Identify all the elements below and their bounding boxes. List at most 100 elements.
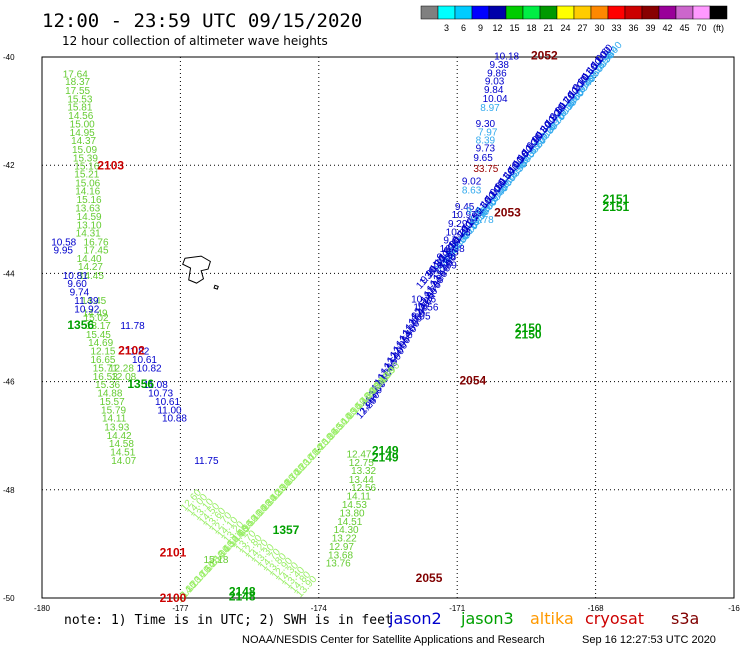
scale-swatch [420, 5, 439, 20]
wave-height-value: 10.82 [137, 363, 162, 374]
wave-height-value: 12.75 [349, 458, 374, 469]
wave-height-value: 14.30 [334, 525, 359, 536]
y-tick-label: -46 [3, 378, 15, 387]
wave-height-value: 14.27 [78, 262, 103, 273]
wave-height-value: 9.02 [462, 177, 482, 188]
scale-label: 42 [662, 23, 672, 33]
scale-swatch [624, 5, 643, 20]
scale-swatch [658, 5, 677, 20]
pitt-island-outline [213, 284, 219, 290]
wave-height-value: 14.53 [342, 500, 367, 511]
axis-ticks: -180 -177 -174 -171 -168 -16 -40 -42 -44 -46 -48 -5… [3, 53, 740, 613]
scale-swatch [641, 5, 660, 20]
wave-height-value: 13.80 [340, 508, 365, 519]
pass-time-label: 1357 [273, 523, 300, 537]
wave-height-value: 7.97 [478, 127, 498, 138]
wave-height-value: 14.49 [83, 309, 108, 320]
wave-height-value: 14.11 [102, 414, 127, 425]
wave-height-value: 15.79 [101, 406, 126, 417]
satellite-legend: jason2 jason3 altika cryosat s3a [388, 609, 699, 628]
wave-height-value: 9.84 [484, 85, 504, 96]
scale-swatch [505, 5, 524, 20]
wave-height-value: 9.80 [436, 252, 456, 263]
wave-height-value: 14.40 [77, 254, 102, 265]
scale-label: 24 [560, 23, 570, 33]
wave-height-value: 9.73 [476, 144, 496, 155]
scale-swatch [607, 5, 626, 20]
wave-height-value: 12.28 [109, 363, 134, 374]
scale-swatch [590, 5, 609, 20]
scale-label: 21 [543, 23, 553, 33]
scale-label: 45 [679, 23, 689, 33]
wave-height-value: 14.11 [346, 492, 371, 503]
wave-height-value: 14.37 [71, 136, 96, 147]
wave-height-value: 10.58 [51, 237, 76, 248]
wave-height-value: 15.06 [75, 178, 100, 189]
scale-label: 33 [611, 23, 621, 33]
scale-label: 12 [492, 23, 502, 33]
wave-height-value: 13.93 [104, 422, 129, 433]
scale-swatch [675, 5, 694, 20]
scale-swatch [454, 5, 473, 20]
scale-label: 30 [594, 23, 604, 33]
land-layer [182, 255, 219, 290]
wave-height-value: 10.61 [155, 397, 180, 408]
wave-height-value: 9.65 [473, 153, 493, 164]
legend-s3a: s3a [671, 609, 699, 628]
wave-height-value: 10.81 [63, 271, 88, 282]
wave-height-value: 14.59 [77, 212, 102, 223]
wave-height-value: 15.18 [203, 555, 228, 566]
x-tick-label: -16 [728, 604, 740, 613]
wave-height-value: 9.74 [70, 288, 90, 299]
pass-time-label: 2151 [603, 192, 630, 206]
footer-credit: NOAA/NESDIS Center for Satellite Applica… [242, 634, 545, 646]
wave-height-value: 9.30 [476, 119, 496, 130]
wave-height-value: 33.75 [473, 164, 498, 175]
wave-height-value: 13.76 [326, 559, 351, 570]
scale-label: (ft) [713, 23, 724, 33]
header: 12:00 - 23:59 UTC 09/15/2020 12 hour col… [42, 10, 362, 48]
legend-altika: altika [530, 609, 574, 628]
wave-height-value: 14.42 [107, 431, 132, 442]
wave-height-value: 12.08 [111, 372, 136, 383]
y-tick-label: -44 [3, 269, 15, 278]
wave-height-value: 11.39 [74, 296, 99, 307]
pass-time-label: 2101 [160, 545, 187, 559]
wave-height-value: 15.09 [72, 145, 97, 156]
legend-jason3: jason3 [460, 609, 514, 628]
wave-height-value: 13.68 [328, 551, 353, 562]
pass-time-label: 2052 [531, 49, 558, 63]
wave-height-value: 12.15 [90, 347, 115, 358]
scale-swatch [709, 5, 728, 20]
wave-height-value: 10.04 [483, 94, 508, 105]
wave-height-value: 8.97 [480, 103, 500, 114]
wave-height-value: 9.38 [489, 60, 509, 71]
wave-height-values: 17.6418.3717.5515.5315.8114.5615.0014.95… [51, 52, 519, 570]
wave-height-value: 9.95 [411, 311, 431, 322]
scale-label: 6 [461, 23, 466, 33]
wave-height-value: 10.38 [440, 244, 465, 255]
map-subtitle: 12 hour collection of altimeter wave hei… [62, 34, 328, 48]
footer-timestamp: Sep 16 12:27:53 UTC 2020 [582, 634, 716, 646]
wave-height-value: 9.77 [443, 236, 463, 247]
wave-height-value: 15.57 [100, 397, 125, 408]
wave-height-value: 9.86 [487, 68, 507, 79]
pass-time-label: 2148 [229, 584, 256, 598]
scale-swatch [471, 5, 490, 20]
scale-label: 9 [478, 23, 483, 33]
wave-height-value: 10.73 [148, 389, 173, 400]
scale-swatch [692, 5, 711, 20]
wave-height-value: 12.47 [346, 449, 371, 460]
wave-height-value: 15.53 [67, 94, 92, 105]
wave-height-value: 15.81 [67, 103, 92, 114]
wave-height-value: 15.45 [86, 330, 111, 341]
wave-height-value: 10.78 [469, 215, 494, 226]
wave-height-value: 17.45 [84, 245, 109, 256]
scale-label: 15 [509, 23, 519, 33]
wave-height-value: 14.51 [337, 517, 362, 528]
wave-height-value: 13.10 [77, 220, 102, 231]
legend-cryosat: cryosat [585, 609, 644, 628]
wave-height-value: 9.45 [455, 202, 475, 213]
pass-time-label: 2054 [460, 373, 487, 387]
